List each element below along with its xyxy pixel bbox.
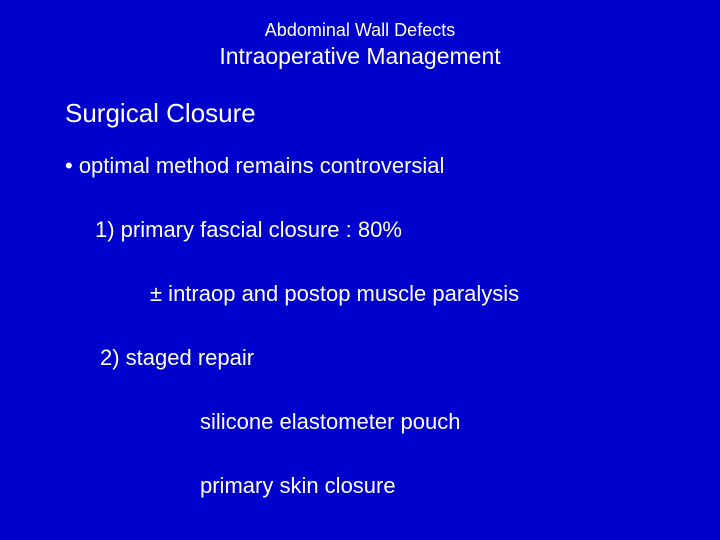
list-item-silicone-pouch: silicone elastometer pouch [200, 409, 720, 435]
list-item-paralysis: ± intraop and postop muscle paralysis [150, 281, 720, 307]
list-item-staged-repair: 2) staged repair [100, 345, 720, 371]
slide-supertitle: Abdominal Wall Defects [0, 20, 720, 41]
list-item-primary-closure: 1) primary fascial closure : 80% [95, 217, 720, 243]
slide-subtitle: Intraoperative Management [0, 43, 720, 70]
list-item-skin-closure: primary skin closure [200, 473, 720, 499]
slide-container: Abdominal Wall Defects Intraoperative Ma… [0, 0, 720, 540]
bullet-controversial: • optimal method remains controversial [65, 153, 720, 179]
section-heading: Surgical Closure [65, 98, 720, 129]
